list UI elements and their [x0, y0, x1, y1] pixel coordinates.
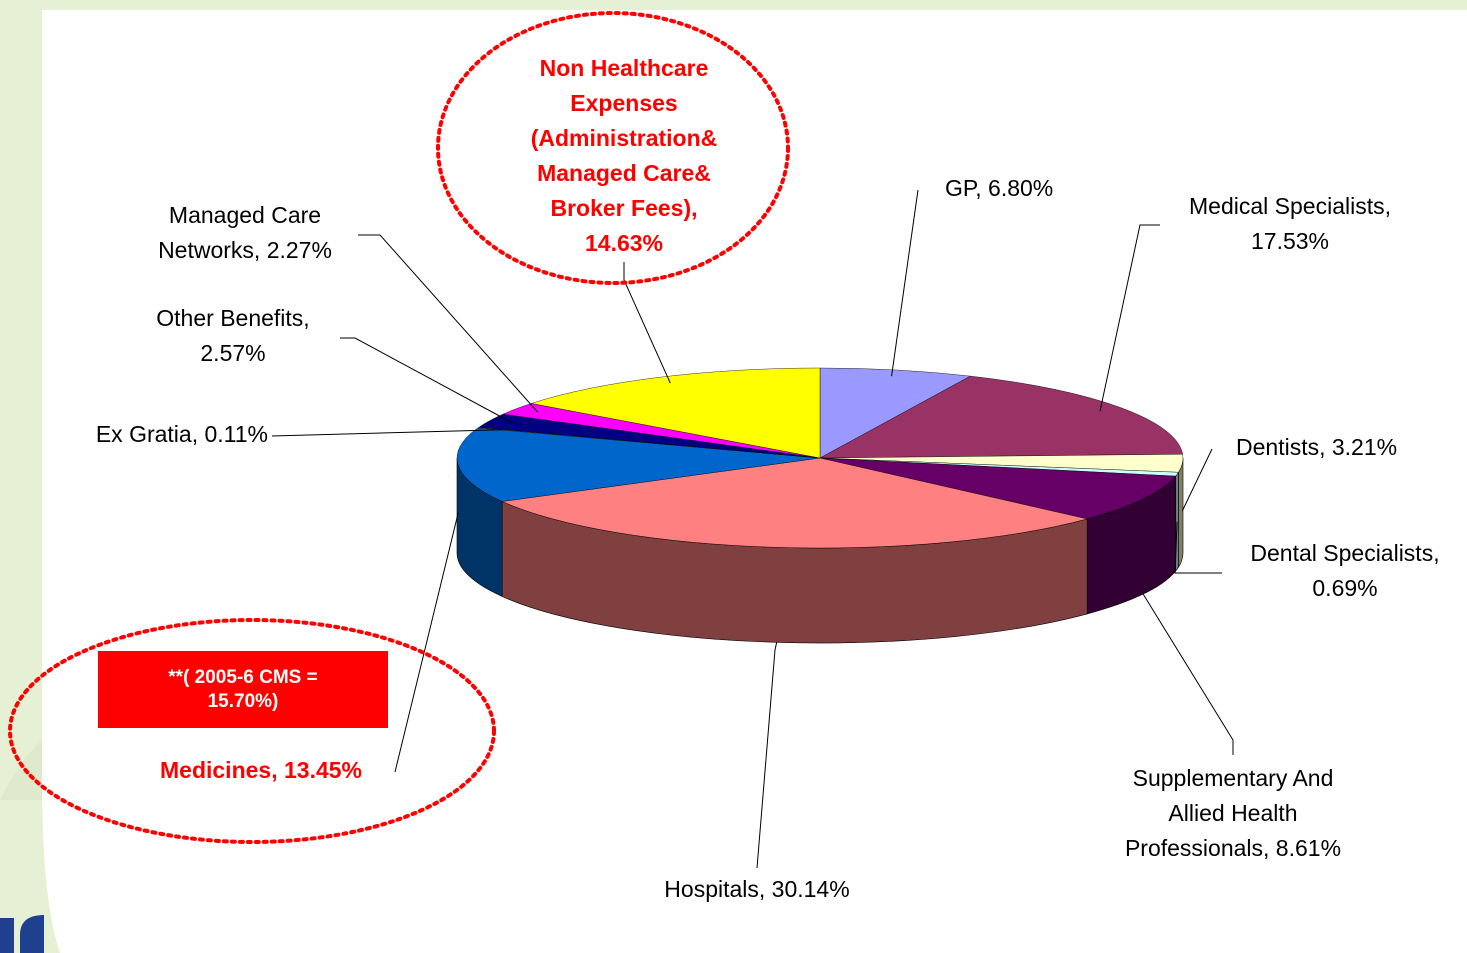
slice — [819, 457, 1176, 520]
slice — [819, 375, 1183, 459]
slice — [819, 367, 972, 459]
logo-part — [20, 915, 44, 953]
data-label: Medical Specialists, 17.53% — [1189, 193, 1391, 254]
data-label: Managed Care Networks, 2.27% — [158, 202, 332, 263]
leader-line — [1174, 521, 1222, 574]
leader-line — [1142, 593, 1234, 755]
data-label: Other Benefits, 2.57% — [156, 305, 309, 366]
leader-line — [394, 512, 459, 773]
leader-line — [891, 189, 919, 377]
logo-part — [0, 918, 14, 953]
leader-line — [358, 234, 539, 413]
data-label: Dentists, 3.21% — [1236, 434, 1397, 460]
highlight-ellipse — [8, 618, 496, 844]
annotation: **( 2005-6 CMS = 15.70%) — [168, 667, 317, 712]
data-label: Non Healthcare Expenses (Administration& Ma… — [531, 55, 718, 256]
leader-line — [1099, 224, 1160, 412]
data-label: Hospitals, 30.14% — [664, 876, 849, 902]
slice — [531, 367, 821, 459]
highlight-ellipse — [436, 11, 790, 285]
leader-line — [340, 337, 514, 424]
data-label: GP, 6.80% — [945, 175, 1053, 201]
slice — [456, 427, 821, 502]
data-label: Supplementary And Allied Health Profession… — [1125, 765, 1341, 861]
panel-curve — [0, 740, 42, 800]
leader-line — [1181, 448, 1213, 511]
data-label: Medicines, 13.45% — [160, 757, 362, 783]
leader-line — [623, 262, 671, 384]
slice-side — [1178, 457, 1184, 569]
leader-line — [271, 429, 503, 437]
leader-line — [756, 642, 778, 869]
slice — [501, 457, 1088, 549]
annotation-box — [98, 651, 388, 728]
data-label: Ex Gratia, 0.11% — [96, 421, 268, 447]
data-label: Dental Specialists, 0.69% — [1250, 540, 1439, 601]
